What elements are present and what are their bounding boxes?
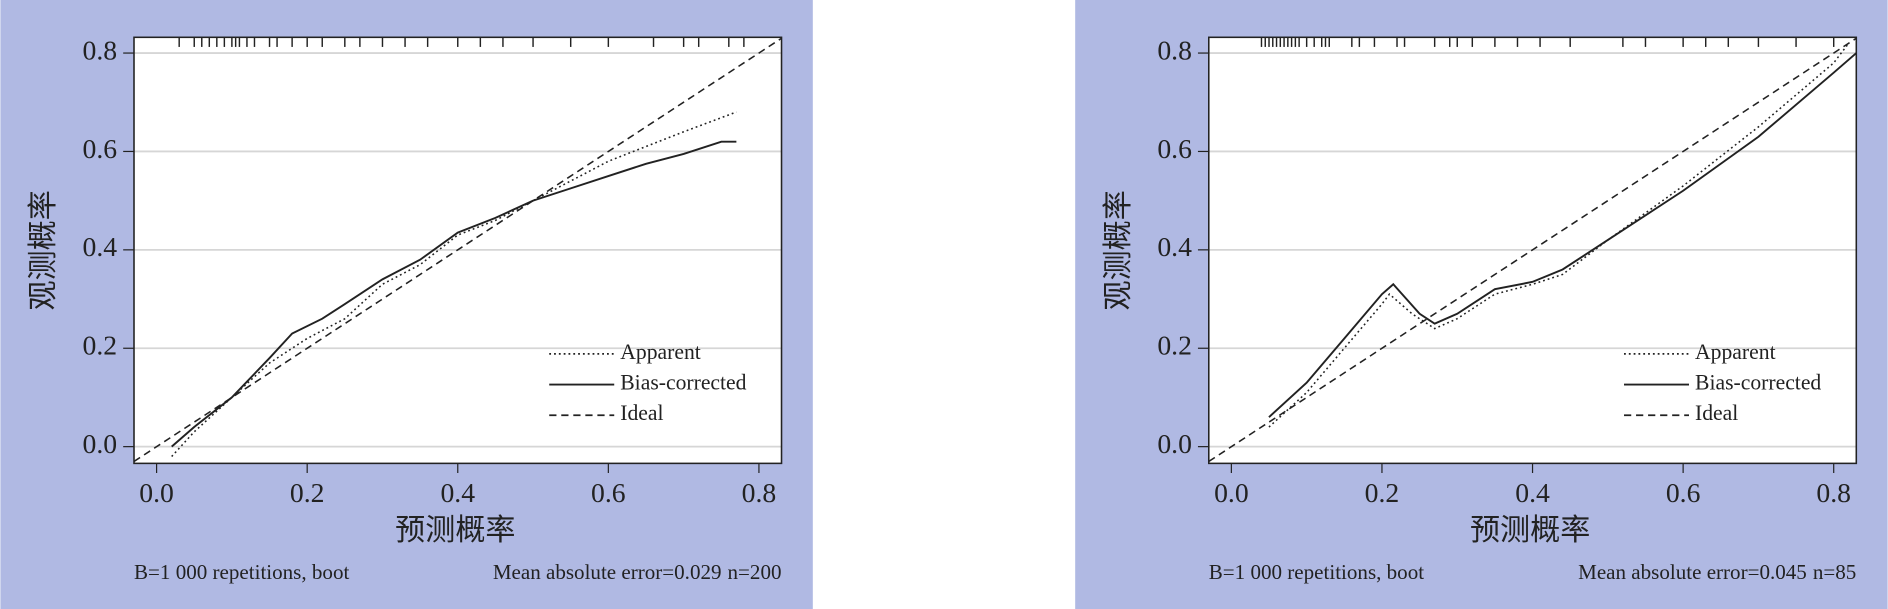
series-line (171, 140, 737, 448)
x-tick-label: 0.6 (591, 477, 626, 508)
x-tick-label: 0.8 (1816, 477, 1851, 508)
x-tick-label: 0.6 (1666, 477, 1701, 508)
series-line (1268, 42, 1850, 428)
footnote: n=85 (1813, 560, 1856, 584)
y-tick-label: 0.8 (83, 34, 118, 65)
legend-label: Bias-corrected (1695, 371, 1821, 395)
y-tick-label: 0.6 (83, 133, 118, 164)
legend-label: Ideal (1695, 401, 1738, 425)
x-axis-label: 预测概率 (1470, 513, 1590, 547)
x-axis-label: 预测概率 (395, 513, 515, 547)
footnote: Mean absolute error=0.029 (493, 560, 722, 584)
y-axis-label: 观测概率 (26, 190, 60, 310)
x-tick-label: 0.2 (1365, 477, 1400, 508)
series-line (1208, 37, 1857, 463)
footnote: Mean absolute error=0.045 (1578, 560, 1807, 584)
x-tick-label: 0.8 (742, 477, 777, 508)
y-tick-label: 0.2 (1157, 330, 1192, 361)
x-tick-label: 0.0 (1214, 477, 1249, 508)
y-axis-label: 观测概率 (1101, 190, 1135, 310)
legend-label: Ideal (620, 401, 663, 425)
footnote: n=200 (728, 560, 782, 584)
y-tick-label: 0.4 (1157, 231, 1192, 262)
series-line (1268, 52, 1857, 418)
y-tick-label: 0.6 (1157, 133, 1192, 164)
y-tick-label: 0.2 (83, 330, 118, 361)
x-tick-label: 0.4 (1515, 477, 1550, 508)
footnote: B=1 000 repetitions, boot (134, 560, 349, 584)
footnote: B=1 000 repetitions, boot (1209, 560, 1424, 584)
legend-label: Apparent (1695, 340, 1776, 364)
y-tick-label: 0.0 (1157, 428, 1192, 459)
x-tick-label: 0.2 (290, 477, 325, 508)
legend-label: Apparent (620, 340, 701, 364)
legend-label: Bias-corrected (620, 371, 746, 395)
y-tick-label: 0.0 (83, 428, 118, 459)
x-tick-label: 0.4 (440, 477, 475, 508)
plot-frame (133, 36, 783, 465)
y-tick-label: 0.8 (1157, 34, 1192, 65)
x-tick-label: 0.0 (139, 477, 174, 508)
series-line (133, 37, 782, 463)
y-tick-label: 0.4 (83, 231, 118, 262)
plot-frame (1208, 36, 1858, 465)
